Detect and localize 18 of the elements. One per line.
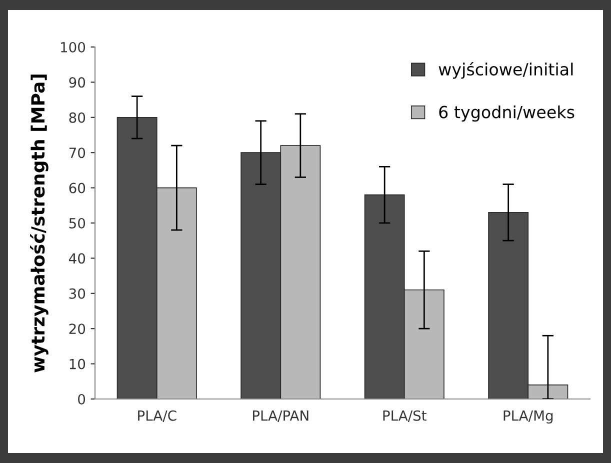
y-tick-label: 60 bbox=[69, 182, 86, 194]
y-tick-label: 50 bbox=[69, 218, 86, 228]
legend-label: wyjściowe/initial bbox=[438, 62, 573, 79]
y-tick-label: 70 bbox=[69, 148, 86, 158]
legend-label: 6 tygodni/weeks bbox=[439, 105, 574, 122]
x-tick-label: PLA/Mg bbox=[504, 410, 553, 424]
x-tick-label: PLA/C bbox=[138, 410, 176, 422]
y-axis-title: wytrzymałość/strength [MPa] bbox=[30, 74, 48, 372]
y-tick-label: 10 bbox=[70, 358, 86, 370]
x-tick-label: PLA/PAN bbox=[252, 410, 308, 422]
y-tick-label: 0 bbox=[78, 394, 86, 404]
y-tick-label: 90 bbox=[69, 77, 86, 88]
y-tick-label: 40 bbox=[68, 253, 86, 264]
y-tick-label: 30 bbox=[69, 288, 86, 299]
x-tick-label: PLA/St bbox=[383, 410, 426, 422]
y-tick-label: 80 bbox=[69, 112, 86, 123]
y-tick-label: 20 bbox=[69, 324, 86, 334]
y-tick-label: 100 bbox=[60, 42, 86, 52]
